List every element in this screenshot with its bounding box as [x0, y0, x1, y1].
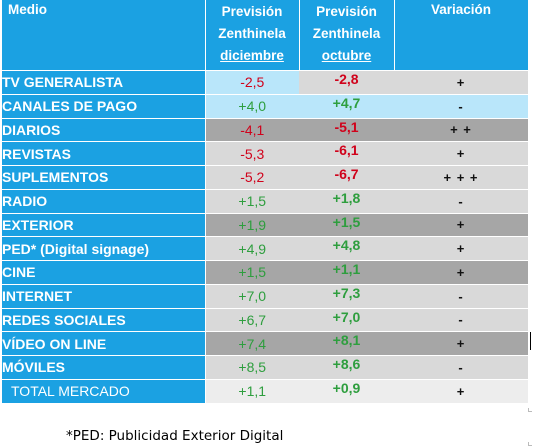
- medio-cell: SUPLEMENTOS: [2, 165, 206, 190]
- prevision-octubre-cell: -5,1: [299, 117, 394, 143]
- medio-cell: MÓVILES: [2, 355, 206, 380]
- medio-cell: TV GENERALISTA: [2, 70, 206, 95]
- variacion-cell: -: [394, 93, 528, 119]
- variacion-cell: +: [394, 260, 528, 285]
- header-oct-line-3: octubre: [321, 48, 372, 63]
- header-prevision-octubre: Previsión Zenthinela octubre: [299, 0, 395, 71]
- prevision-octubre-cell: +8,6: [299, 355, 394, 380]
- prevision-diciembre-cell: -5,3: [205, 141, 299, 166]
- variacion-cell: +: [394, 331, 528, 356]
- medio-cell: EXTERIOR: [2, 212, 206, 238]
- header-variacion: Variación: [394, 0, 529, 71]
- prevision-diciembre-cell: +4,9: [205, 236, 299, 261]
- table-row: SUPLEMENTOS -5,2 -6,7 + + +: [2, 165, 528, 190]
- prevision-octubre-cell: +7,3: [299, 283, 394, 309]
- prevision-diciembre-cell: +4,0: [205, 93, 299, 119]
- variacion-cell: + +: [394, 117, 528, 143]
- medio-cell: REVISTAS: [2, 141, 206, 166]
- variacion-cell: +: [394, 378, 528, 404]
- prevision-octubre-cell: -6,7: [299, 165, 394, 190]
- table-row: PED* (Digital signage) +4,9 +4,8 +: [2, 236, 528, 261]
- table-row: RADIO +1,5 +1,8-: [2, 188, 528, 214]
- prevision-diciembre-cell: +7,0: [205, 283, 299, 309]
- prevision-diciembre-cell: +1,9: [205, 212, 299, 238]
- medio-cell: CANALES DE PAGO: [2, 93, 206, 119]
- table-row: VÍDEO ON LINE +7,4 +8,1 +: [2, 331, 528, 356]
- table-row: DIARIOS -4,1 -5,1 + +: [2, 117, 528, 143]
- table-row: CANALES DE PAGO +4,0 +4,7-: [2, 93, 528, 119]
- header-medio: Medio: [2, 0, 206, 71]
- cursor-mark: [530, 332, 531, 350]
- header-dic-line-2: Zenthinela: [218, 26, 286, 41]
- prevision-diciembre-cell: -5,2: [205, 165, 299, 190]
- table-row: TOTAL MERCADO +1,1 +0,9 +: [2, 378, 528, 404]
- corner-mark-top: [528, 408, 532, 412]
- prevision-octubre-cell: +1,1: [299, 260, 394, 285]
- table-row: MÓVILES +8,5 +8,6-: [2, 355, 528, 380]
- variacion-cell: -: [394, 355, 528, 380]
- table-row: REVISTAS -5,3 -6,1 +: [2, 141, 528, 166]
- prevision-diciembre-cell: +1,1: [205, 378, 299, 404]
- prevision-octubre-cell: +7,0: [299, 307, 394, 333]
- prevision-octubre-cell: +8,1: [299, 331, 394, 356]
- prevision-diciembre-cell: +6,7: [205, 307, 299, 333]
- medio-cell: RADIO: [2, 188, 206, 214]
- prevision-diciembre-cell: -2,5: [205, 70, 299, 95]
- variacion-cell: + + +: [394, 165, 528, 190]
- prevision-octubre-cell: -2,8: [299, 70, 394, 95]
- header-dic-line-3: diciembre: [220, 48, 284, 63]
- footnote: *PED: Publicidad Exterior Digital: [66, 428, 284, 444]
- header-dic-line-1: Previsión: [221, 4, 283, 19]
- variacion-cell: +: [394, 70, 528, 95]
- prevision-diciembre-cell: -4,1: [205, 117, 299, 143]
- header-variacion-label: Variación: [430, 2, 492, 17]
- table-row: REDES SOCIALES +6,7 +7,0-: [2, 307, 528, 333]
- corner-mark-bottom: [528, 442, 532, 446]
- prevision-diciembre-cell: +1,5: [205, 188, 299, 214]
- prevision-octubre-cell: +4,7: [299, 93, 394, 119]
- variacion-cell: -: [394, 283, 528, 309]
- media-forecast-table: Medio Previsión Zenthinela diciembre Pre…: [2, 0, 529, 404]
- header-oct-line-2: Zenthinela: [312, 26, 381, 41]
- table-header: Medio Previsión Zenthinela diciembre Pre…: [2, 0, 529, 71]
- prevision-octubre-cell: +4,8: [299, 236, 394, 261]
- prevision-octubre-cell: +1,5: [299, 212, 394, 238]
- prevision-octubre-cell: +0,9: [299, 378, 394, 404]
- prevision-octubre-cell: +1,8: [299, 188, 394, 214]
- medio-cell: REDES SOCIALES: [2, 307, 206, 333]
- header-medio-label: Medio: [8, 2, 47, 17]
- header-oct-line-1: Previsión: [316, 4, 377, 19]
- table-body: TV GENERALISTA -2,5 -2,8 + CANALES DE PAGO +4…: [2, 70, 528, 404]
- variacion-cell: +: [394, 212, 528, 238]
- prevision-diciembre-cell: +1,5: [205, 260, 299, 285]
- variacion-cell: -: [394, 307, 528, 333]
- table-row: INTERNET +7,0 +7,3-: [2, 283, 528, 309]
- medio-cell: CINE: [2, 260, 206, 285]
- table-row: CINE +1,5 +1,1 +: [2, 260, 528, 285]
- variacion-cell: +: [394, 236, 528, 261]
- variacion-cell: -: [394, 188, 528, 214]
- medio-cell: PED* (Digital signage): [2, 236, 206, 261]
- medio-cell: INTERNET: [2, 283, 206, 309]
- prevision-diciembre-cell: +7,4: [205, 331, 299, 356]
- medio-cell: DIARIOS: [2, 117, 206, 143]
- table-row: EXTERIOR +1,9 +1,5 +: [2, 212, 528, 238]
- medio-cell: TOTAL MERCADO: [2, 378, 206, 404]
- variacion-cell: +: [394, 141, 528, 166]
- medio-cell: VÍDEO ON LINE: [2, 331, 206, 356]
- table-row: TV GENERALISTA -2,5 -2,8 +: [2, 70, 528, 95]
- header-prevision-diciembre: Previsión Zenthinela diciembre: [205, 0, 300, 71]
- prevision-diciembre-cell: +8,5: [205, 355, 299, 380]
- prevision-octubre-cell: -6,1: [299, 141, 394, 166]
